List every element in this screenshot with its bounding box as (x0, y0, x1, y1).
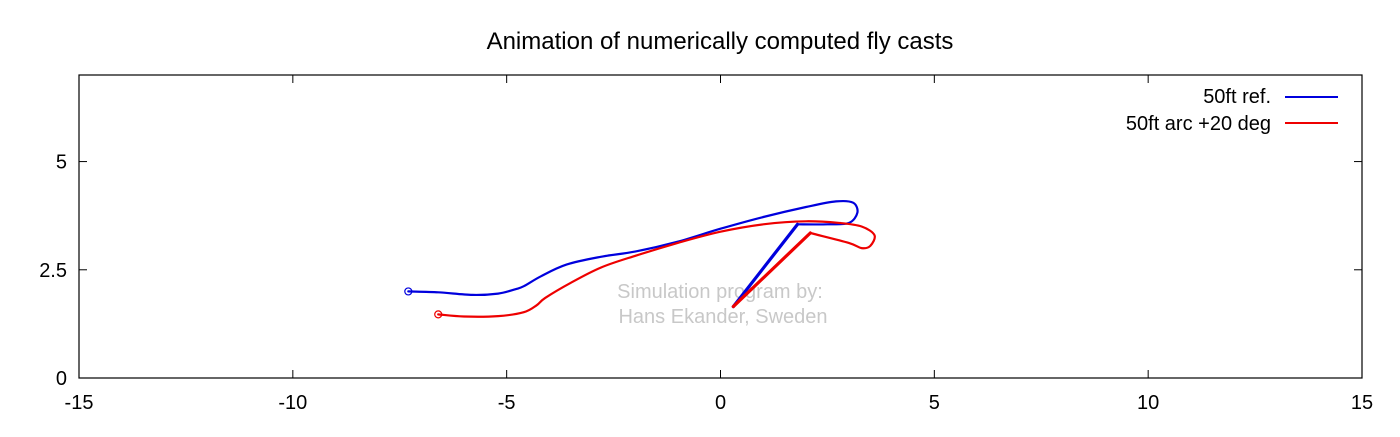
ticks-layer: -15 -10 -5 0 5 10 15 0 2.5 5 (39, 75, 1373, 414)
x-tick-label: 5 (929, 392, 940, 414)
y-tick-label: 5 (56, 152, 67, 174)
series-2-rod (731, 231, 812, 309)
series-2 (434, 220, 876, 319)
series-1-rod (731, 222, 800, 309)
chart-title: Animation of numerically computed fly ca… (487, 28, 954, 55)
series-1-fly-marker (404, 287, 413, 296)
x-tick-label: 0 (715, 392, 726, 414)
x-tick-label: -15 (65, 392, 94, 414)
legend-label-1: 50ft ref. (1203, 86, 1271, 108)
watermark-line-2: Hans Ekander, Sweden (618, 306, 827, 328)
series-2-fly-line (437, 220, 876, 318)
series-1 (404, 199, 859, 309)
watermark-line-1: Simulation program by: (617, 281, 823, 303)
x-tick-label: -10 (278, 392, 307, 414)
series-2-fly-marker (434, 310, 443, 319)
x-tick-label: 10 (1137, 392, 1159, 414)
watermark: Simulation program by: Hans Ekander, Swe… (617, 281, 827, 328)
y-tick-label: 2.5 (39, 260, 67, 282)
plot-frame (78, 74, 1363, 379)
series-layer (404, 199, 876, 319)
x-tick-label: -5 (498, 392, 516, 414)
legend-label-2: 50ft arc +20 deg (1126, 113, 1271, 135)
series-1-fly-line (407, 199, 859, 297)
y-tick-label: 0 (56, 368, 67, 390)
legend: 50ft ref. 50ft arc +20 deg (1126, 86, 1338, 135)
x-tick-label: 15 (1351, 392, 1373, 414)
